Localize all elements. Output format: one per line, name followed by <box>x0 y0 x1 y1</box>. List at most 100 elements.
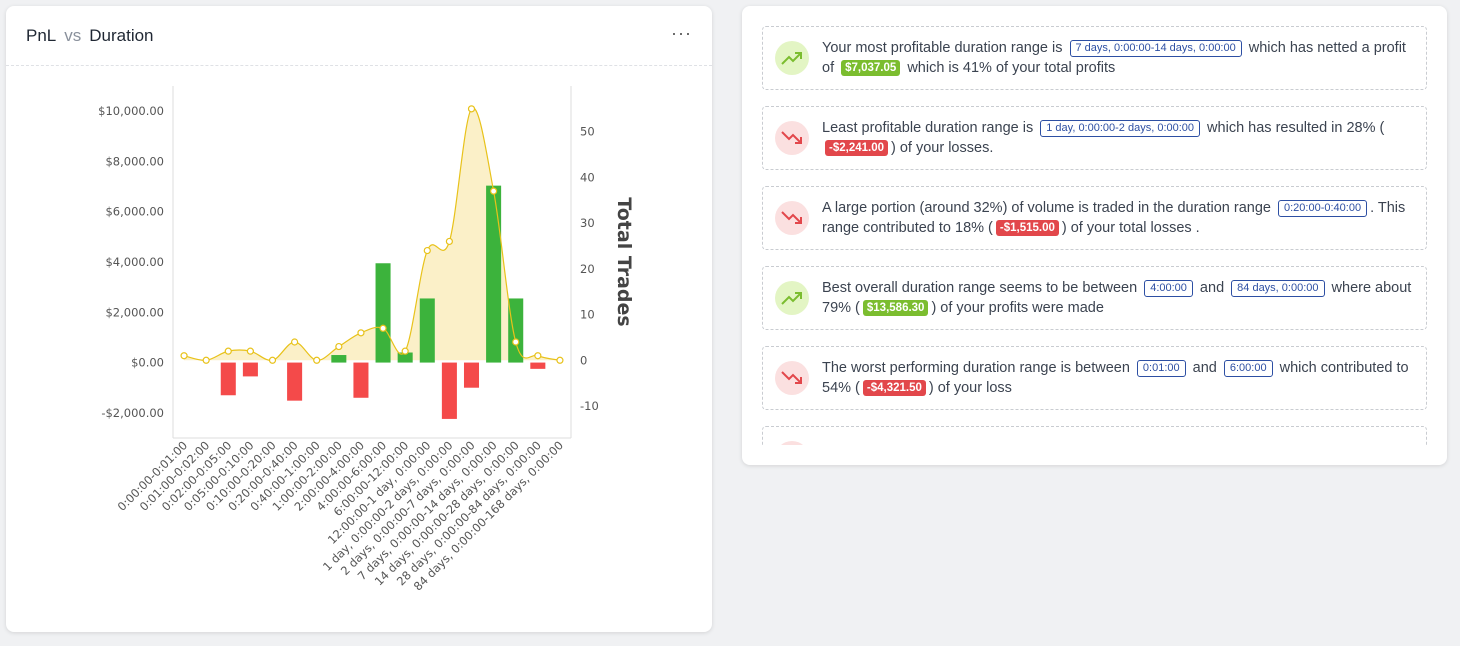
pnl-bar <box>419 298 435 363</box>
total-trades-point <box>445 237 453 246</box>
trending-down-icon <box>775 121 809 155</box>
chart-title-pnl: PnL <box>26 25 57 45</box>
total-trades-point <box>268 356 277 364</box>
y-left-tick-label: $0.00 <box>131 356 164 370</box>
total-trades-point <box>556 356 564 364</box>
pnl-bar <box>463 362 480 388</box>
insight-text: Least profitable duration range is 1 day… <box>822 118 1412 158</box>
y-right-tick-label: 30 <box>580 216 595 230</box>
y-right-tick-label: 20 <box>580 262 595 276</box>
pnl-bar <box>220 362 236 396</box>
insight-text: Your most profitable duration range is 7… <box>822 38 1412 78</box>
y-right-tick-label: 10 <box>580 308 595 322</box>
trending-down-icon <box>775 201 809 235</box>
insight-text-segment: ) of your profits were made <box>931 300 1104 316</box>
total-trades-point <box>313 356 321 364</box>
insight-list: Your most profitable duration range is 7… <box>762 26 1427 445</box>
pnl-bar <box>375 263 391 363</box>
chart-title-vs: vs <box>64 25 82 45</box>
insight-item: Your most profitable duration range is 7… <box>762 26 1427 90</box>
duration-range-tag: 7 days, 0:00:00-14 days, 0:00:00 <box>1069 40 1242 57</box>
loss-badge: -$2,241.00 <box>825 140 888 156</box>
profit-badge: $7,037.05 <box>841 60 901 76</box>
insight-text: A large portion (around 32%) of volume i… <box>822 198 1412 238</box>
insight-text-segment: which has netted a profit of <box>822 40 1406 76</box>
total-trades-point <box>467 105 476 113</box>
y-right-tick-label: 40 <box>580 170 595 184</box>
y-left-tick-label: $2,000.00 <box>105 305 164 319</box>
insight-text-segment: ) of your total losses . <box>1061 220 1200 236</box>
total-trades-point <box>490 187 498 195</box>
pnl-duration-chart-card: PnL vs Duration ··· $10,000.00 $8,000.00 $6,… <box>6 6 712 632</box>
insight-item: The worst performing duration range is b… <box>762 346 1427 410</box>
total-trades-point <box>357 329 365 337</box>
insight-text-segment: where about 79% ( <box>822 280 1412 316</box>
insight-text-segment: Least profitable duration range is <box>822 120 1038 136</box>
chart-card-header: PnL vs Duration ··· <box>6 6 712 66</box>
total-trades-point <box>291 338 299 346</box>
pnl-bar <box>530 362 546 369</box>
y-right-tick-label: 0 <box>580 353 587 367</box>
insights-card: Your most profitable duration range is 7… <box>742 6 1447 465</box>
insight-text-segment: . This range contributed to 18% ( <box>822 200 1406 236</box>
y-left-tick-label: -$2,000.00 <box>101 406 164 420</box>
total-trades-point <box>335 342 343 351</box>
pnl-bar <box>441 362 457 419</box>
pnl-bar <box>486 185 502 363</box>
trending-up-icon <box>775 281 809 315</box>
insight-text-segment: which contributed to 54% ( <box>822 360 1409 396</box>
chart-title-duration: Duration <box>89 25 154 45</box>
total-trades-point <box>180 352 188 360</box>
insight-item: Best overall duration range seems to be … <box>762 266 1427 330</box>
insight-item: About 21% trades were made in the range … <box>762 426 1427 445</box>
loss-badge: -$4,321.50 <box>862 380 926 396</box>
insight-text-segment: which has resulted in 28% ( <box>1203 120 1385 136</box>
total-trades-point <box>224 347 232 355</box>
y-right-tick-label: 50 <box>580 125 595 139</box>
y-left-tick-label: $4,000.00 <box>105 255 164 269</box>
total-trades-point <box>202 356 210 364</box>
insight-text-segment: Your most profitable duration range is <box>822 40 1067 56</box>
pnl-bar <box>287 362 303 401</box>
insight-text-segment: and <box>1195 280 1229 296</box>
total-trades-area <box>184 107 560 361</box>
total-trades-point <box>379 324 387 332</box>
insight-text-segment: Best overall duration range seems to be … <box>822 280 1142 296</box>
insight-text-segment: and <box>1188 360 1221 376</box>
y-right-axis-title: Total Trades <box>613 197 635 326</box>
insight-item: Least profitable duration range is 1 day… <box>762 106 1427 170</box>
y-left-tick-label: $6,000.00 <box>105 205 164 219</box>
trending-down-icon <box>775 361 809 395</box>
total-trades-point <box>512 338 520 346</box>
insight-text-segment: A large portion (around 32%) of volume i… <box>822 200 1275 216</box>
duration-range-tag: 6:00:00 <box>1223 360 1273 377</box>
y-left-tick-label: $8,000.00 <box>105 154 164 168</box>
y-left-tick-label: $10,000.00 <box>98 104 164 118</box>
insight-text-segment: The worst performing duration range is b… <box>822 360 1134 376</box>
insight-item: A large portion (around 32%) of volume i… <box>762 186 1427 250</box>
more-options-icon[interactable]: ··· <box>671 23 692 43</box>
pnl-duration-chart: $10,000.00 $8,000.00 $6,000.00 $4,000.00 $2,… <box>98 86 635 594</box>
total-trades-point <box>534 352 542 360</box>
pnl-bar <box>353 362 369 398</box>
total-trades-point <box>246 347 254 355</box>
duration-range-tag: 4:00:00 <box>1144 280 1193 297</box>
insight-text: The worst performing duration range is b… <box>822 358 1412 398</box>
insight-text-segment: which is 41% of your total profits <box>903 60 1116 76</box>
insight-text-segment: ) of your losses. <box>891 140 994 156</box>
insight-text: Best overall duration range seems to be … <box>822 278 1412 318</box>
loss-badge: -$1,515.00 <box>995 220 1059 236</box>
total-trades-point <box>401 347 409 355</box>
duration-range-tag: 1 day, 0:00:00-2 days, 0:00:00 <box>1040 120 1201 137</box>
pnl-bar <box>331 355 347 363</box>
chart-title: PnL vs Duration <box>26 26 154 46</box>
pnl-bar <box>397 352 413 363</box>
pnl-bar <box>242 362 258 377</box>
pnl-bar <box>508 298 524 363</box>
duration-range-tag: 0:01:00 <box>1136 360 1186 377</box>
y-right-tick-label: -10 <box>580 399 599 413</box>
total-trades-point <box>423 246 431 255</box>
trending-down-icon <box>775 441 809 445</box>
profit-badge: $13,586.30 <box>862 300 929 316</box>
duration-range-tag: 0:20:00-0:40:00 <box>1278 200 1368 217</box>
